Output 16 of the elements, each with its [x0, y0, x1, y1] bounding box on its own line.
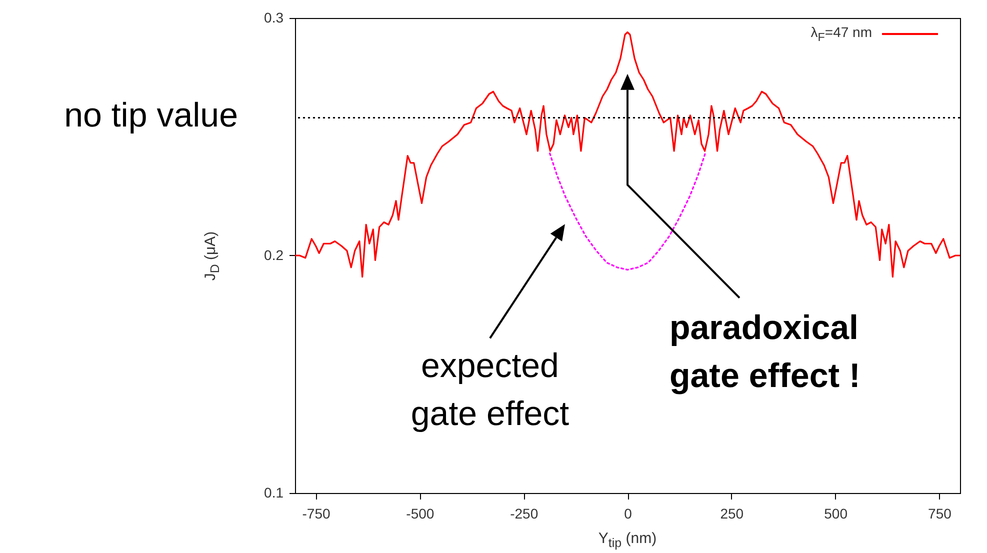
- x-tick-label: -750: [302, 506, 330, 522]
- x-axis-title: Y$_{tip}$ (nm): [598, 530, 657, 550]
- x-tick-label: 500: [824, 506, 848, 522]
- ref-line-label: no tip value: [64, 96, 238, 136]
- y-tick-label: 0.1: [264, 484, 284, 500]
- x-tick-label: 250: [720, 506, 744, 522]
- x-tick-label: 750: [928, 506, 952, 522]
- annotation: paradoxical gate effect !: [670, 308, 860, 397]
- annotation: expected gate effect: [410, 346, 570, 436]
- line-series: [548, 152, 706, 271]
- x-tick-label: -250: [510, 506, 538, 522]
- x-tick-label: -500: [406, 506, 434, 522]
- legend-label: λ$_{F}$=47 nm: [810, 24, 872, 44]
- x-tick-label: 0: [624, 506, 632, 522]
- y-tick-label: 0.3: [264, 10, 284, 26]
- y-tick-label: 0.2: [264, 247, 284, 263]
